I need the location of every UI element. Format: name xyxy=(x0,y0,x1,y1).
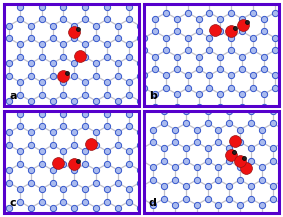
Text: b: b xyxy=(149,91,157,101)
Text: c: c xyxy=(10,197,16,207)
Text: d: d xyxy=(149,197,157,207)
Text: a: a xyxy=(10,91,17,101)
